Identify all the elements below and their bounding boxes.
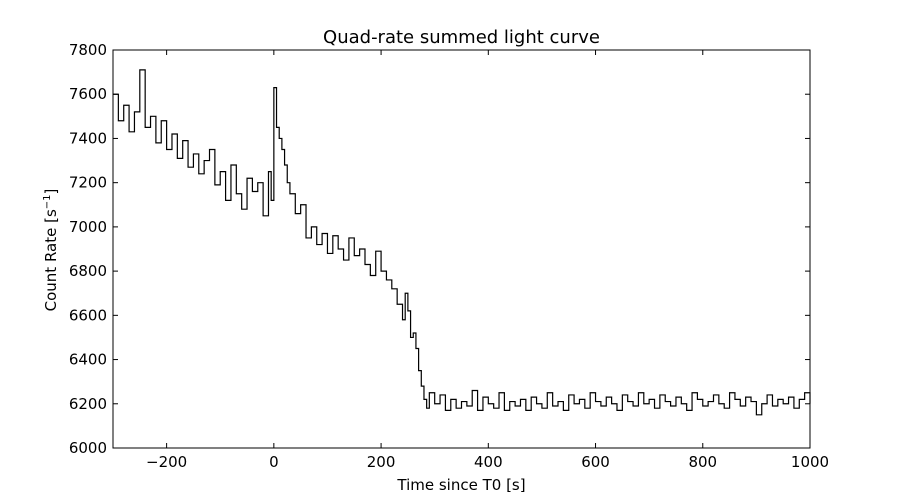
x-tick-label: 0	[269, 453, 279, 471]
x-tick-label: 400	[474, 453, 503, 471]
y-tick-label: 6200	[69, 395, 107, 413]
plot-frame	[112, 49, 811, 449]
x-axis: −200 0 200 400 600 800 1000	[146, 50, 829, 471]
x-tick-label: 200	[367, 453, 396, 471]
y-tick-label: 6400	[69, 351, 107, 369]
y-axis: 6000 6200 6400 6600 6800 7000 7200 7400 7600 7800	[69, 41, 810, 457]
y-axis-label-close: ]	[42, 189, 60, 195]
y-tick-label: 6600	[69, 306, 107, 324]
x-axis-label: Time since T0 [s]	[396, 476, 525, 494]
x-tick-label: 600	[581, 453, 610, 471]
y-axis-label-text: Count Rate [s	[42, 209, 60, 311]
y-tick-label: 7000	[69, 218, 107, 236]
y-tick-label: 7200	[69, 174, 107, 192]
x-tick-label: 1000	[791, 453, 829, 471]
y-axis-label: Count Rate [s−1]	[42, 189, 60, 312]
plot-area	[113, 69, 811, 416]
y-axis-label-exponent: −1	[42, 194, 53, 209]
y-tick-label: 7400	[69, 129, 107, 147]
x-tick-label: −200	[146, 453, 187, 471]
chart-title: Quad-rate summed light curve	[323, 27, 600, 48]
y-tick-label: 7800	[69, 41, 107, 59]
x-tick-label: 800	[688, 453, 717, 471]
y-tick-label: 6800	[69, 262, 107, 280]
series-line-0	[113, 69, 811, 416]
y-tick-label: 7600	[69, 85, 107, 103]
y-tick-label: 6000	[69, 439, 107, 457]
